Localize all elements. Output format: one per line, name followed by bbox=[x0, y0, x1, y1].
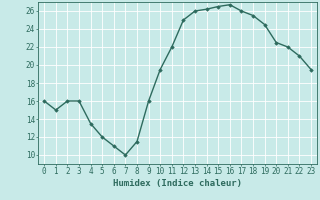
X-axis label: Humidex (Indice chaleur): Humidex (Indice chaleur) bbox=[113, 179, 242, 188]
